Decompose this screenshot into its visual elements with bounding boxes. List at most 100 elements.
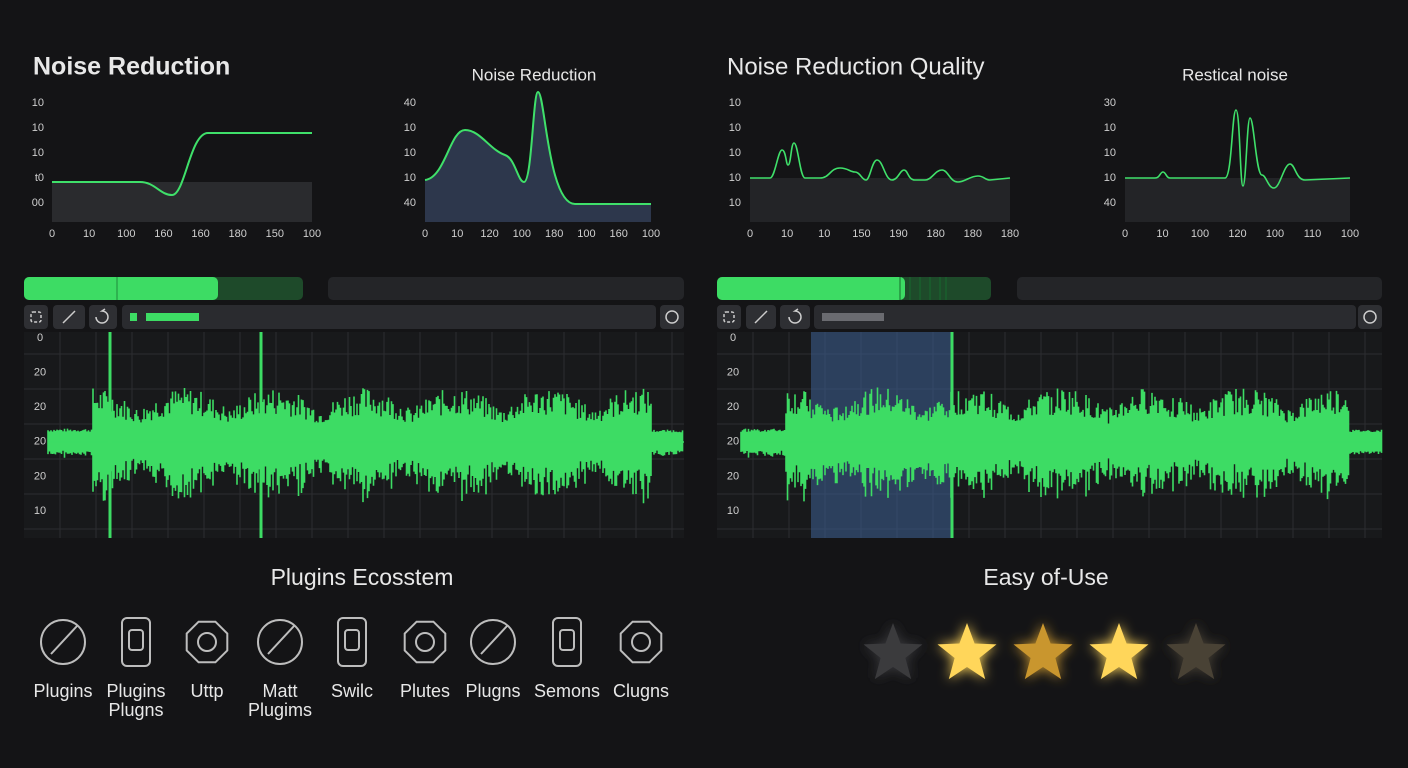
icon-shape bbox=[559, 629, 575, 651]
plugin-label: Swilc bbox=[331, 681, 373, 701]
tool-button[interactable] bbox=[717, 305, 741, 329]
y-tick-label: 10 bbox=[729, 147, 741, 159]
icon-shape bbox=[128, 629, 144, 651]
y-tick-label: 00 bbox=[32, 197, 44, 209]
panel-title: Noise Reduction bbox=[33, 53, 230, 81]
x-tick-label: 10 bbox=[818, 228, 830, 240]
y-tick-label: 20 bbox=[34, 470, 46, 482]
icon-shape bbox=[267, 625, 295, 655]
plugin-icon[interactable] bbox=[40, 619, 86, 665]
y-tick-label: 20 bbox=[34, 436, 46, 448]
section-title: Easy of-Use bbox=[983, 564, 1108, 590]
tool-button[interactable] bbox=[660, 305, 684, 329]
x-tick-label: 10 bbox=[451, 228, 463, 240]
plot-shade bbox=[750, 178, 1010, 222]
star-rating bbox=[863, 623, 1226, 680]
plugin-icon[interactable] bbox=[552, 617, 582, 667]
icon-shape bbox=[470, 619, 516, 665]
x-tick-label: 180 bbox=[927, 228, 945, 240]
star[interactable] bbox=[1013, 623, 1073, 680]
plugin-icon[interactable] bbox=[121, 617, 151, 667]
x-tick-label: 0 bbox=[49, 228, 55, 240]
plugin-label: Uttp bbox=[190, 681, 223, 701]
icon-shape bbox=[257, 619, 303, 665]
y-tick-label: 20 bbox=[727, 367, 739, 379]
x-tick-label: 150 bbox=[852, 228, 870, 240]
panel-title: Noise Reduction bbox=[472, 65, 597, 84]
progress-track bbox=[328, 277, 684, 300]
y-tick-label: 20 bbox=[34, 401, 46, 413]
x-tick-label: 10 bbox=[1156, 228, 1168, 240]
x-tick-label: 160 bbox=[154, 228, 172, 240]
y-tick-label: 0 bbox=[37, 332, 43, 344]
tool-button[interactable] bbox=[780, 305, 810, 329]
panel-title: Noise Reduction Quality bbox=[727, 53, 984, 80]
x-tick-label: 0 bbox=[747, 228, 753, 240]
progress-track bbox=[1017, 277, 1382, 300]
y-tick-label: 10 bbox=[1104, 172, 1116, 184]
y-tick-label: 10 bbox=[729, 172, 741, 184]
plugin-icon[interactable] bbox=[185, 620, 229, 664]
plugin-label: Matt bbox=[262, 681, 297, 701]
plugin-label: Plugns bbox=[108, 700, 163, 720]
x-tick-label: 100 bbox=[1266, 228, 1284, 240]
icon-shape bbox=[185, 620, 229, 664]
star[interactable] bbox=[937, 623, 997, 680]
x-tick-label: 120 bbox=[1228, 228, 1246, 240]
curve bbox=[750, 142, 1011, 183]
x-tick-label: 100 bbox=[1341, 228, 1359, 240]
icon-shape bbox=[121, 617, 151, 667]
y-tick-label: 40 bbox=[404, 197, 416, 209]
icon-shape bbox=[337, 617, 367, 667]
star[interactable] bbox=[863, 623, 923, 680]
icon-shape bbox=[50, 625, 78, 655]
y-tick-label: t0 bbox=[35, 172, 44, 184]
x-tick-label: 110 bbox=[1304, 228, 1322, 240]
progress-fill bbox=[717, 277, 905, 300]
tool-button[interactable] bbox=[89, 305, 117, 329]
plugin-icon[interactable] bbox=[257, 619, 303, 665]
plot-shade bbox=[52, 182, 312, 222]
x-tick-label: 180 bbox=[229, 228, 247, 240]
curve bbox=[52, 132, 312, 197]
y-tick-label: 20 bbox=[727, 401, 739, 413]
y-tick-label: 20 bbox=[727, 470, 739, 482]
x-tick-label: 180 bbox=[964, 228, 982, 240]
track-bar bbox=[814, 305, 1356, 329]
x-tick-label: 100 bbox=[642, 228, 660, 240]
y-tick-label: 10 bbox=[729, 122, 741, 134]
plugin-label: Semons bbox=[534, 681, 600, 701]
curve bbox=[424, 90, 651, 205]
y-tick-label: 40 bbox=[404, 97, 416, 109]
icon-shape bbox=[552, 617, 582, 667]
x-tick-label: 100 bbox=[303, 228, 321, 240]
tool-button[interactable] bbox=[24, 305, 48, 329]
star[interactable] bbox=[1166, 623, 1226, 680]
icon-shape bbox=[480, 625, 508, 655]
plugin-label: Plugims bbox=[248, 700, 312, 720]
plugin-label: Plutes bbox=[400, 681, 450, 701]
plugin-icon[interactable] bbox=[337, 617, 367, 667]
y-tick-label: 0 bbox=[730, 332, 736, 344]
plugin-icon[interactable] bbox=[470, 619, 516, 665]
tool-button[interactable] bbox=[1358, 305, 1382, 329]
icons bbox=[30, 308, 802, 324]
panel-title: Restical noise bbox=[1182, 65, 1288, 84]
y-tick-label: 20 bbox=[34, 367, 46, 379]
icon-shape bbox=[40, 619, 86, 665]
plugin-icon[interactable] bbox=[403, 620, 447, 664]
progress-fill bbox=[24, 277, 218, 300]
star[interactable] bbox=[1089, 623, 1149, 680]
plugin-label: Plugns bbox=[465, 681, 520, 701]
icon bbox=[665, 310, 679, 324]
icon-shape bbox=[403, 620, 447, 664]
x-tick-label: 10 bbox=[781, 228, 793, 240]
icon-shape bbox=[619, 620, 663, 664]
plugin-icon[interactable] bbox=[619, 620, 663, 664]
y-tick-label: 10 bbox=[404, 147, 416, 159]
track-bar bbox=[122, 305, 656, 329]
y-tick-label: 10 bbox=[729, 197, 741, 209]
plugin-label: Plugins bbox=[33, 681, 92, 701]
y-tick-label: 10 bbox=[32, 147, 44, 159]
plugin-label: Plugins bbox=[106, 681, 165, 701]
